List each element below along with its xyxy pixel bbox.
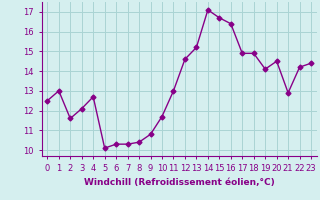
X-axis label: Windchill (Refroidissement éolien,°C): Windchill (Refroidissement éolien,°C) (84, 178, 275, 187)
